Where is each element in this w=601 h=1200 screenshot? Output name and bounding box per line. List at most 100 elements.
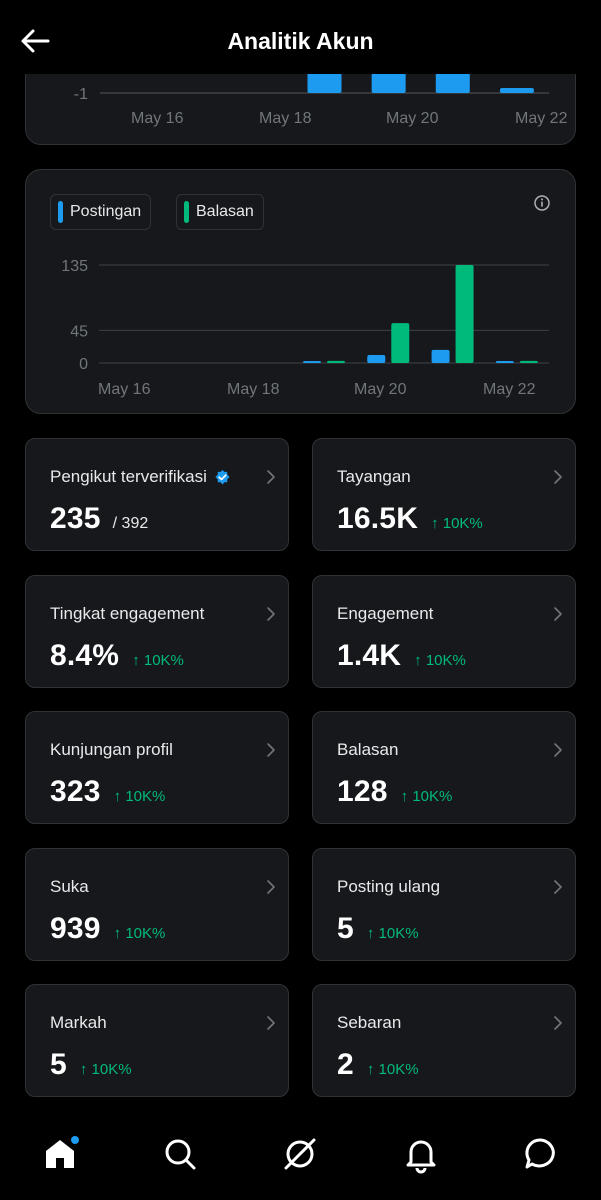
nav-home[interactable] <box>38 1132 82 1176</box>
bar-postingan-may-19[interactable] <box>303 361 321 363</box>
nav-grok[interactable] <box>278 1132 322 1176</box>
stat-change: ↑ 10K% <box>79 1061 132 1078</box>
y-tick-label: 135 <box>61 258 88 275</box>
stat-card-posting-ulang[interactable]: Posting ulang 5 ↑ 10K% <box>312 848 576 961</box>
stat-value: 2 <box>337 1048 354 1081</box>
legend-label-postingan: Postingan <box>70 203 142 220</box>
chart-card-posts-replies: Postingan Balasan 135 45 0 May 16 May 18 May … <box>25 169 576 414</box>
stat-label-text: Posting ulang <box>337 877 441 896</box>
chevron-right-icon <box>554 470 562 484</box>
stat-label: Posting ulang <box>337 877 440 897</box>
nav-search[interactable] <box>158 1132 202 1176</box>
stat-card-sebaran[interactable]: Sebaran 2 ↑ 10K% <box>312 984 576 1097</box>
y-tick-label: -1 <box>74 86 88 103</box>
stat-card-tingkat-engagement[interactable]: Tingkat engagement 8.4% ↑ 10K% <box>25 575 289 688</box>
stat-value: 8.4% <box>50 639 120 672</box>
stat-label: Tingkat engagement <box>50 604 204 624</box>
stat-total: / 392 <box>112 515 149 532</box>
home-icon <box>46 1140 74 1168</box>
stat-card-balasan[interactable]: Balasan 128 ↑ 10K% <box>312 711 576 824</box>
stat-value: 939 <box>50 912 101 945</box>
bar-balasan-may-19[interactable] <box>327 360 345 363</box>
stat-change: ↑ 10K% <box>113 788 166 805</box>
stat-label: Balasan <box>337 740 398 760</box>
messages-icon <box>525 1138 555 1169</box>
bottom-nav <box>0 1112 601 1200</box>
x-tick-label: May 22 <box>483 381 536 398</box>
stat-value: 16.5K <box>337 502 419 535</box>
stat-value-row: 1.4K ↑ 10K% <box>337 639 466 673</box>
verified-badge-icon <box>215 469 230 485</box>
stat-value-row: 8.4% ↑ 10K% <box>50 639 184 673</box>
nav-messages[interactable] <box>519 1132 563 1176</box>
bar-balasan-may-20[interactable] <box>391 323 410 363</box>
stat-value: 323 <box>50 775 101 808</box>
arrow-left-icon <box>21 29 50 53</box>
page-title: Analitik Akun <box>227 28 374 54</box>
search-icon <box>165 1139 196 1170</box>
x-tick-label: May 18 <box>227 381 280 398</box>
stat-label-text: Pengikut terverifikasi <box>50 467 207 486</box>
stat-label-text: Kunjungan profil <box>50 740 173 759</box>
chevron-right-icon <box>267 1016 275 1030</box>
x-tick-label: May 18 <box>259 110 312 127</box>
stat-label: Sebaran <box>337 1013 401 1033</box>
chevron-right-icon <box>267 607 275 621</box>
legend-swatch-balasan <box>184 201 189 223</box>
bar-balasan-may-21[interactable] <box>455 265 474 363</box>
chevron-right-icon <box>554 1016 562 1030</box>
x-tick-label: May 22 <box>515 110 568 127</box>
legend-label-balasan: Balasan <box>196 203 254 220</box>
bar-postingan-may-20[interactable] <box>367 355 386 363</box>
chevron-right-icon <box>554 880 562 894</box>
stat-label-text: Markah <box>50 1013 107 1032</box>
stat-value-row: 939 ↑ 10K% <box>50 912 165 946</box>
stat-label: Suka <box>50 877 89 897</box>
info-icon[interactable] <box>533 194 551 212</box>
bar-postingan-may-22[interactable] <box>495 361 514 363</box>
stat-card-tayangan[interactable]: Tayangan 16.5K ↑ 10K% <box>312 438 576 551</box>
stat-value-row: 5 ↑ 10K% <box>50 1048 132 1082</box>
stat-label-text: Sebaran <box>337 1013 402 1032</box>
stat-label: Pengikut terverifikasi <box>50 467 231 487</box>
x-tick-label: May 16 <box>98 381 151 398</box>
stat-value: 1.4K <box>337 639 402 672</box>
chart-posts-replies: 135 45 0 May 16 May 18 May 20 May 22 <box>61 258 549 398</box>
stat-card-engagement[interactable]: Engagement 1.4K ↑ 10K% <box>312 575 576 688</box>
stat-change: ↑ 10K% <box>132 652 184 669</box>
stat-value-row: 2 ↑ 10K% <box>337 1048 419 1082</box>
legend-postingan[interactable]: Postingan <box>50 194 152 230</box>
stat-change: ↑ 10K% <box>366 925 419 942</box>
stat-label: Markah <box>50 1013 107 1033</box>
stat-label-text: Tingkat engagement <box>50 604 205 623</box>
stat-label-text: Suka <box>50 877 89 896</box>
stat-change: ↑ 10K% <box>431 515 483 532</box>
stat-change: ↑ 10K% <box>400 788 453 805</box>
bar-postingan-may-21[interactable] <box>431 349 450 363</box>
top-bar: Analitik Akun <box>0 0 601 74</box>
back-button[interactable] <box>18 26 52 56</box>
chevron-right-icon <box>554 743 562 757</box>
y-tick-label: 0 <box>79 356 88 373</box>
bar-may-22[interactable] <box>499 88 534 93</box>
stat-card-kunjungan-profil[interactable]: Kunjungan profil 323 ↑ 10K% <box>25 711 289 824</box>
stat-value: 5 <box>337 912 354 945</box>
nav-notifications[interactable] <box>399 1132 443 1176</box>
x-tick-label: May 20 <box>386 110 439 127</box>
chevron-right-icon <box>267 743 275 757</box>
stat-card-suka[interactable]: Suka 939 ↑ 10K% <box>25 848 289 961</box>
stat-card-pengikut-terverifikasi[interactable]: Pengikut terverifikasi 235 / 392 <box>25 438 289 551</box>
legend-balasan[interactable]: Balasan <box>176 194 264 230</box>
stat-label: Tayangan <box>337 467 411 487</box>
stat-label-text: Tayangan <box>337 467 411 486</box>
stat-change: ↑ 10K% <box>113 925 166 942</box>
chevron-right-icon <box>267 470 275 484</box>
x-tick-label: May 20 <box>354 381 407 398</box>
stat-label-text: Balasan <box>337 740 399 759</box>
stat-value-row: 235 / 392 <box>50 502 148 536</box>
legend-swatch-postingan <box>58 201 63 223</box>
bar-balasan-may-22[interactable] <box>519 360 538 363</box>
stat-value-row: 323 ↑ 10K% <box>50 775 165 809</box>
stat-card-markah[interactable]: Markah 5 ↑ 10K% <box>25 984 289 1097</box>
home-badge <box>71 1136 79 1144</box>
